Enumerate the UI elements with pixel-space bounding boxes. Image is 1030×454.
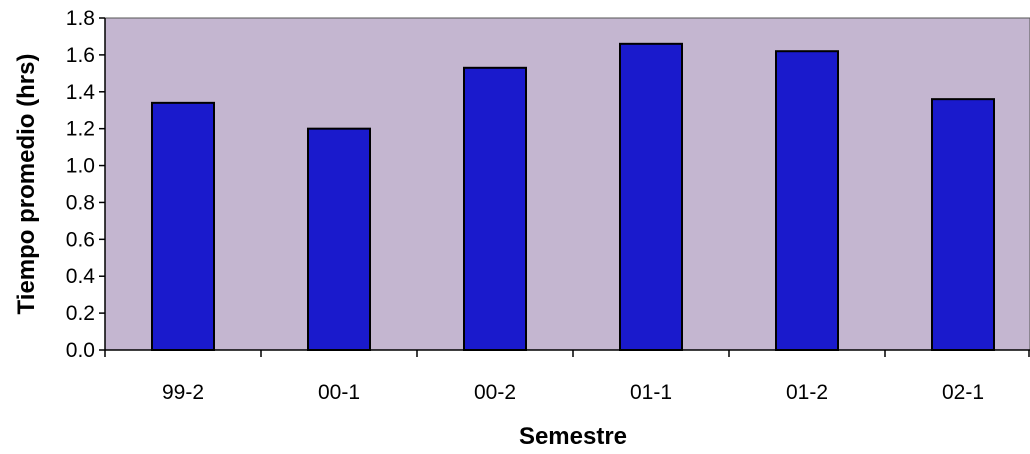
x-tick-label: 00-2 — [474, 381, 516, 404]
y-tick-label: 0.6 — [66, 228, 95, 251]
y-axis-title: Tiempo promedio (hrs) — [13, 54, 40, 315]
bar-02-1 — [931, 98, 995, 352]
x-tick-label: 02-1 — [942, 381, 984, 404]
y-tick-label: 0.4 — [66, 265, 96, 288]
y-tick-label: 0.8 — [66, 191, 95, 214]
x-axis-title: Semestre — [519, 423, 627, 450]
x-tick-label: 00-1 — [318, 381, 360, 404]
y-tick-label: 0.2 — [66, 302, 95, 325]
plot-area — [104, 17, 1030, 351]
bar-01-1 — [619, 42, 683, 351]
y-tick-label: 0.0 — [66, 339, 95, 362]
y-tick-label: 1.2 — [66, 118, 95, 141]
bar-00-2 — [463, 66, 527, 352]
x-tick-label: 99-2 — [162, 381, 204, 404]
y-tick-label: 1.4 — [66, 81, 96, 104]
y-tick-label: 1.0 — [66, 155, 95, 178]
bar-00-1 — [307, 127, 371, 351]
x-tick-label: 01-2 — [786, 381, 828, 404]
bar-01-2 — [775, 50, 839, 351]
bar-99-2 — [151, 101, 215, 351]
x-tick-label: 01-1 — [630, 381, 672, 404]
y-axis: 0.0 0.2 0.4 0.6 0.8 1.0 1.2 1.4 1.6 1.8 — [66, 7, 106, 362]
y-tick-label: 1.6 — [66, 44, 95, 67]
x-axis: 99-2 00-1 00-2 01-1 01-2 02-1 — [104, 349, 1030, 404]
y-tick-label: 1.8 — [66, 7, 95, 30]
bars-group — [151, 42, 995, 352]
